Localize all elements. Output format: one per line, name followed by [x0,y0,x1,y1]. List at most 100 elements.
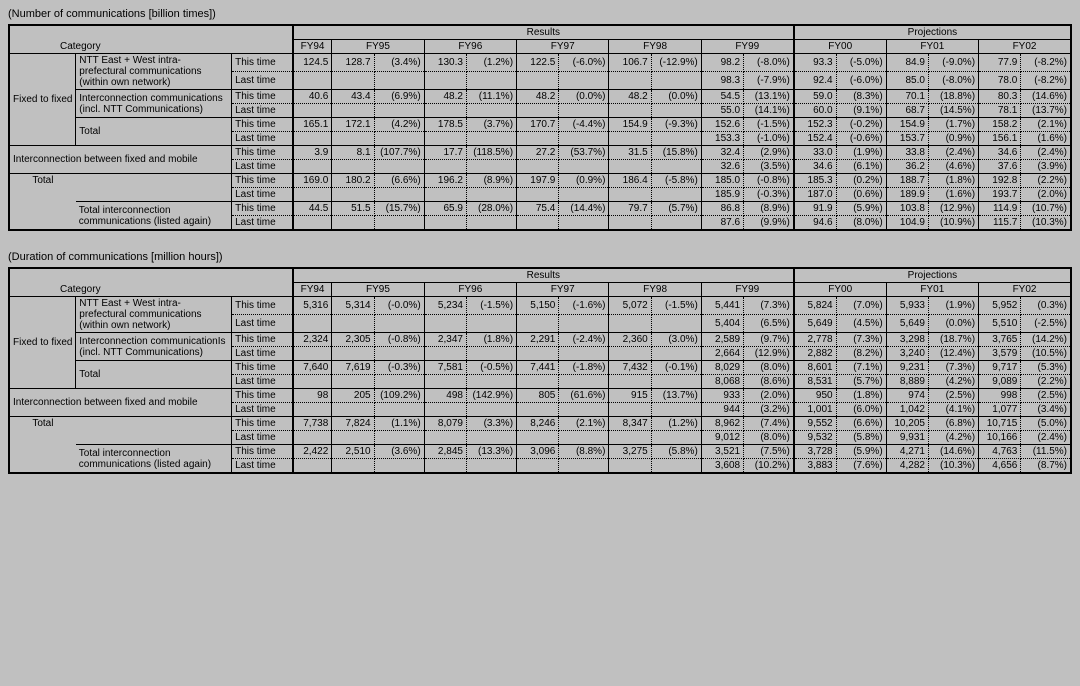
cell [332,431,374,445]
cell: (14.4%) [559,202,609,216]
cell: 153.7 [886,132,928,146]
cell [559,403,609,417]
label-fixed-to-fixed: Fixed to fixed [9,54,76,146]
row-last-time: Last time [232,459,293,474]
cell: 91.9 [794,202,836,216]
cell: 3.9 [293,146,332,160]
cell: 7,640 [293,361,332,375]
cell: (3.7%) [466,118,516,132]
cell: (8.9%) [466,174,516,188]
cell: (9.7%) [744,333,794,347]
cell: (-0.5%) [466,361,516,375]
cell: 78.0 [979,72,1021,90]
cell: (0.2%) [836,174,886,188]
cell: (9.1%) [836,104,886,118]
cell: (-8.0%) [928,72,978,90]
cell: (4.2%) [928,375,978,389]
cell [293,459,332,474]
cell [374,104,424,118]
cell: (1.6%) [1021,132,1071,146]
cell [374,72,424,90]
cell: (7.3%) [928,361,978,375]
cell: (8.0%) [744,431,794,445]
cell: 5,952 [979,297,1021,315]
cell [293,403,332,417]
cell: (2.9%) [744,146,794,160]
year-fy98: FY98 [609,40,701,54]
cell: 2,589 [701,333,743,347]
cell: 3,240 [886,347,928,361]
cell: (12.9%) [744,347,794,361]
cell: 169.0 [293,174,332,188]
cell: (12.4%) [928,347,978,361]
cell [651,216,701,231]
header-projections: Projections [794,268,1071,283]
cell: (3.9%) [1021,160,1071,174]
cell: (-1.8%) [559,361,609,375]
cell: 197.9 [517,174,559,188]
cell: 5,510 [979,315,1021,333]
cell: 115.7 [979,216,1021,231]
cell [466,459,516,474]
cell: 7,432 [609,361,651,375]
cell: (-0.3%) [744,188,794,202]
cell: (18.7%) [928,333,978,347]
cell: (0.6%) [836,188,886,202]
cell [293,160,332,174]
cell: (1.8%) [836,389,886,403]
cell: 5,404 [701,315,743,333]
cell: 40.6 [293,90,332,104]
row-this-time: This time [232,118,293,132]
cell: 78.1 [979,104,1021,118]
cell: 2,347 [424,333,466,347]
row-this-time: This time [232,333,293,347]
cell: 75.4 [517,202,559,216]
cell: 9,717 [979,361,1021,375]
cell [609,72,651,90]
cell [374,403,424,417]
cell: 9,552 [794,417,836,431]
cell: (-4.4%) [559,118,609,132]
cell [559,375,609,389]
row-last-time: Last time [232,188,293,202]
cell: 152.4 [794,132,836,146]
row-last-time: Last time [232,132,293,146]
row-last-time: Last time [232,403,293,417]
cell [293,431,332,445]
cell: (-0.1%) [651,361,701,375]
cell: (1.7%) [928,118,978,132]
year-fy99: FY99 [701,40,794,54]
row-this-time: This time [232,389,293,403]
year-fy00: FY00 [794,283,886,297]
cell: (14.5%) [928,104,978,118]
cell: 3,096 [517,445,559,459]
cell: 5,824 [794,297,836,315]
cell: (-8.2%) [1021,54,1071,72]
cell: 152.6 [701,118,743,132]
row-this-time: This time [232,297,293,315]
cell [517,459,559,474]
cell: 156.1 [979,132,1021,146]
cell: (5.9%) [836,445,886,459]
cell: (6.5%) [744,315,794,333]
cell [424,188,466,202]
cell: 79.7 [609,202,651,216]
label-ntt: NTT East + West intra-prefectural commun… [76,54,232,90]
cell: (6.8%) [928,417,978,431]
year-fy96: FY96 [424,40,516,54]
cell [466,216,516,231]
cell: 154.9 [609,118,651,132]
cell: (10.3%) [928,459,978,474]
cell [374,375,424,389]
cell: 9,012 [701,431,743,445]
year-fy02: FY02 [979,283,1071,297]
cell: (3.5%) [744,160,794,174]
cell: (-1.0%) [744,132,794,146]
cell: 32.6 [701,160,743,174]
cell [559,104,609,118]
cell: 7,738 [293,417,332,431]
cell: 5,314 [332,297,374,315]
cell: (8.0%) [744,361,794,375]
cell: (118.5%) [466,146,516,160]
cell: 10,715 [979,417,1021,431]
